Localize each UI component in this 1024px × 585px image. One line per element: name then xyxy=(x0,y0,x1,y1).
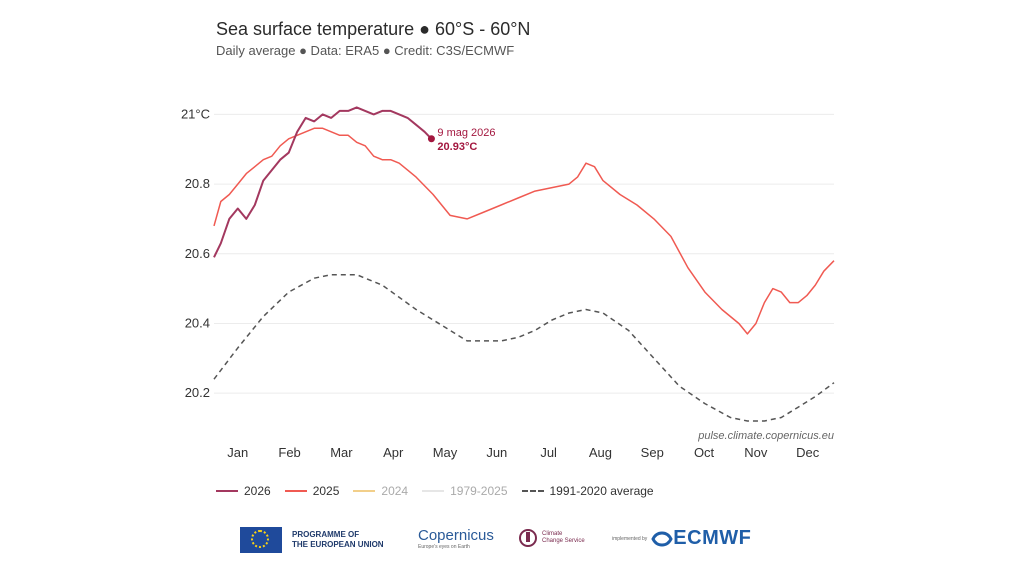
c3s-emblem-icon xyxy=(519,529,537,547)
x-tick-label-mar: Mar xyxy=(330,445,353,460)
x-tick-label-jan: Jan xyxy=(227,445,248,460)
y-tick-label-1: 20.4 xyxy=(185,315,210,330)
x-tick-label-jun: Jun xyxy=(486,445,507,460)
eu-flag-icon xyxy=(240,527,282,553)
x-tick-label-dec: Dec xyxy=(796,445,820,460)
y-tick-label-0: 20.2 xyxy=(185,385,210,400)
series-line-2025 xyxy=(213,127,835,335)
chart-legend: 2026 2025 2024 1979-2025 1991-2020 average xyxy=(216,484,668,498)
annotation-point xyxy=(427,135,435,143)
copernicus-text: Copernicus xyxy=(418,527,494,544)
legend-item-2024: 2024 xyxy=(353,484,408,498)
y-tick-label-4: 21°C xyxy=(181,106,210,121)
legend-label: 2026 xyxy=(244,484,271,498)
series-line-1991-2020-average xyxy=(213,273,835,422)
c3s-text-line1: Climate xyxy=(542,531,563,537)
eu-logo: PROGRAMME OF THE EUROPEAN UNION xyxy=(240,527,384,553)
legend-label: 2025 xyxy=(312,484,340,498)
annotation-date-label: 9 mag 2026 xyxy=(437,127,495,139)
copernicus-logo: Copernicus Europe's eyes on Earth xyxy=(418,527,494,550)
legend-swatch xyxy=(216,490,238,492)
legend-swatch xyxy=(521,490,544,492)
eu-text-line1: PROGRAMME OF xyxy=(292,530,360,539)
x-tick-label-nov: Nov xyxy=(744,445,768,460)
ecmwf-text: ECMWF xyxy=(673,527,752,549)
series-line-2026 xyxy=(213,106,433,258)
x-tick-label-sep: Sep xyxy=(641,445,664,460)
ecmwf-small-text: implemented by xyxy=(612,535,648,542)
legend-item-1979-2025: 1979-2025 xyxy=(422,484,508,498)
y-tick-label-3: 20.8 xyxy=(185,176,210,191)
watermark-text: pulse.climate.copernicus.eu xyxy=(697,430,834,442)
legend-swatch xyxy=(284,490,307,492)
eu-text-line2: THE EUROPEAN UNION xyxy=(292,540,384,549)
legend-swatch xyxy=(353,490,376,492)
legend-item-2026: 2026 xyxy=(216,484,271,498)
legend-item-2025: 2025 xyxy=(284,484,340,498)
legend-label: 1979-2025 xyxy=(450,484,508,498)
c3s-text-line2: Change Service xyxy=(542,538,585,544)
x-tick-label-may: May xyxy=(433,445,458,460)
copernicus-subtext: Europe's eyes on Earth xyxy=(418,544,470,550)
ecmwf-emblem-icon xyxy=(651,531,673,546)
c3s-logo: Climate Change Service xyxy=(518,527,585,549)
x-tick-label-oct: Oct xyxy=(694,445,715,460)
annotation-value-label: 20.93°C xyxy=(437,141,477,153)
legend-item-1991-2020-average: 1991-2020 average xyxy=(521,484,654,498)
legend-swatch xyxy=(422,490,445,492)
footer-logos: PROGRAMME OF THE EUROPEAN UNION Copernic… xyxy=(240,527,770,557)
chart-subtitle: Daily average ● Data: ERA5 ● Credit: C3S… xyxy=(216,43,515,58)
chart-title: Sea surface temperature ● 60°S - 60°N xyxy=(216,19,531,39)
legend-label: 1991-2020 average xyxy=(549,484,654,498)
y-tick-label-2: 20.6 xyxy=(185,246,210,261)
ecmwf-logo: implemented by ECMWF xyxy=(612,527,751,550)
legend-label: 2024 xyxy=(381,484,409,498)
x-tick-label-jul: Jul xyxy=(540,445,557,460)
x-tick-label-feb: Feb xyxy=(278,445,300,460)
x-tick-label-apr: Apr xyxy=(383,445,404,460)
x-tick-label-aug: Aug xyxy=(589,445,612,460)
